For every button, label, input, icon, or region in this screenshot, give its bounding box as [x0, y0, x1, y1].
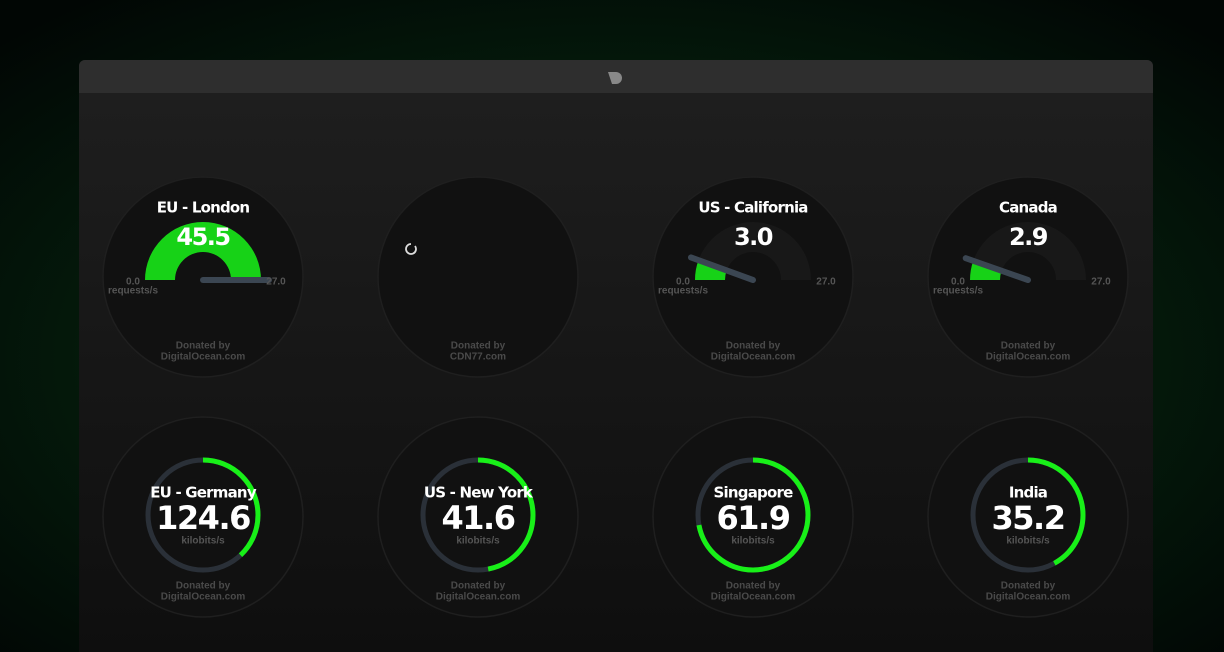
max-label: 27.0	[266, 277, 286, 288]
gauge-fill	[695, 260, 727, 280]
donor: DigitalOcean.com	[711, 352, 796, 363]
gauge-title: EU - London	[157, 199, 250, 217]
donated-by: Donated by	[451, 341, 506, 352]
unit: kilobits/s	[731, 536, 775, 547]
unit: kilobits/s	[181, 536, 225, 547]
unit: kilobits/s	[456, 536, 500, 547]
gauge-face	[102, 416, 304, 618]
ring-fill	[420, 457, 536, 573]
max-label: 27.0	[816, 277, 836, 288]
gauge-fill	[145, 222, 261, 280]
gauge-value: 35.2	[992, 499, 1065, 537]
unit: kilobits/s	[1006, 536, 1050, 547]
donor: DigitalOcean.com	[161, 352, 246, 363]
unit: requests/s	[108, 286, 158, 297]
loading-icon	[405, 243, 417, 255]
gauge-title: US - California	[698, 199, 807, 217]
needle	[962, 255, 1031, 283]
gauge-face	[927, 416, 1129, 618]
donor: DigitalOcean.com	[711, 592, 796, 603]
panel	[79, 60, 1153, 652]
donor: CDN77.com	[450, 352, 506, 363]
donated-by: Donated by	[176, 341, 231, 352]
unit: requests/s	[658, 286, 708, 297]
gauge-value: 124.6	[156, 499, 250, 537]
donor: DigitalOcean.com	[986, 352, 1071, 363]
max-label: 27.0	[1091, 277, 1111, 288]
donated-by: Donated by	[726, 341, 781, 352]
ring-fill	[145, 457, 261, 573]
gauge-value: 41.6	[442, 499, 515, 537]
gauge-title: Singapore	[714, 484, 794, 502]
logo	[608, 72, 622, 84]
donated-by: Donated by	[726, 581, 781, 592]
donated-by: Donated by	[1001, 581, 1056, 592]
donor: DigitalOcean.com	[436, 592, 521, 603]
needle	[687, 254, 756, 283]
donated-by: Donated by	[1001, 341, 1056, 352]
gauge-title: Canada	[999, 199, 1057, 217]
donor: DigitalOcean.com	[986, 592, 1071, 603]
gauge-title: EU - Germany	[150, 484, 257, 502]
min-label: 0.0	[951, 277, 965, 288]
donated-by: Donated by	[176, 581, 231, 592]
gauge-track	[695, 221, 811, 280]
gauge-value: 45.5	[176, 223, 230, 251]
min-label: 0.0	[676, 277, 690, 288]
gauge-value: 3.0	[734, 223, 773, 251]
unit: requests/s	[933, 286, 983, 297]
gauge-value: 61.9	[717, 499, 790, 537]
ring-fill	[970, 457, 1086, 573]
donated-by: Donated by	[451, 581, 506, 592]
donor: DigitalOcean.com	[161, 592, 246, 603]
min-label: 0.0	[126, 277, 140, 288]
gauge-track	[970, 221, 1086, 280]
gauge-face	[377, 416, 579, 618]
gauge-title: US - New York	[424, 484, 534, 502]
gauge-face	[377, 176, 579, 378]
gauge-title: India	[1009, 484, 1047, 502]
gauge-value: 2.9	[1009, 223, 1048, 251]
gauge-face	[652, 416, 854, 618]
ring-fill	[695, 457, 811, 573]
